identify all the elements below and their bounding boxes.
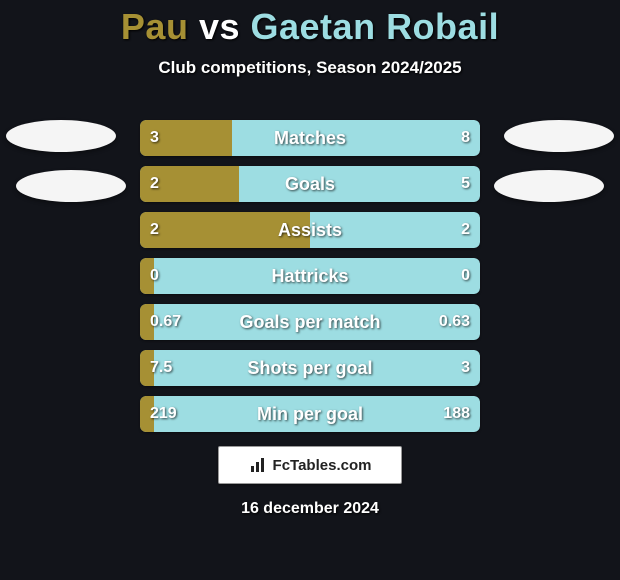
stat-row: 38Matches	[140, 120, 480, 156]
stat-row: 22Assists	[140, 212, 480, 248]
player1-badge-1	[6, 120, 116, 152]
player2-name: Gaetan Robail	[251, 6, 500, 47]
stat-row: 219188Min per goal	[140, 396, 480, 432]
stat-row: 7.53Shots per goal	[140, 350, 480, 386]
page-title: Pau vs Gaetan Robail	[0, 0, 620, 48]
date-text: 16 december 2024	[0, 500, 620, 518]
stat-label: Goals per match	[140, 304, 480, 340]
comparison-card: Pau vs Gaetan Robail Club competitions, …	[0, 0, 620, 580]
stat-row: 25Goals	[140, 166, 480, 202]
bar-chart-icon	[249, 456, 267, 474]
player2-badge-1	[504, 120, 614, 152]
stat-label: Matches	[140, 120, 480, 156]
title-vs: vs	[199, 6, 240, 47]
player2-badge-2	[494, 170, 604, 202]
branding-text: FcTables.com	[273, 457, 372, 474]
comparison-chart: 38Matches 25Goals 22Assists 00Hattricks 0.67…	[140, 120, 480, 442]
stat-label: Shots per goal	[140, 350, 480, 386]
player1-name: Pau	[121, 6, 189, 47]
stat-row: 0.670.63Goals per match	[140, 304, 480, 340]
stat-label: Assists	[140, 212, 480, 248]
branding-box[interactable]: FcTables.com	[218, 446, 402, 484]
subtitle: Club competitions, Season 2024/2025	[0, 58, 620, 78]
player1-badge-2	[16, 170, 126, 202]
stat-label: Min per goal	[140, 396, 480, 432]
stat-label: Hattricks	[140, 258, 480, 294]
stat-label: Goals	[140, 166, 480, 202]
stat-row: 00Hattricks	[140, 258, 480, 294]
